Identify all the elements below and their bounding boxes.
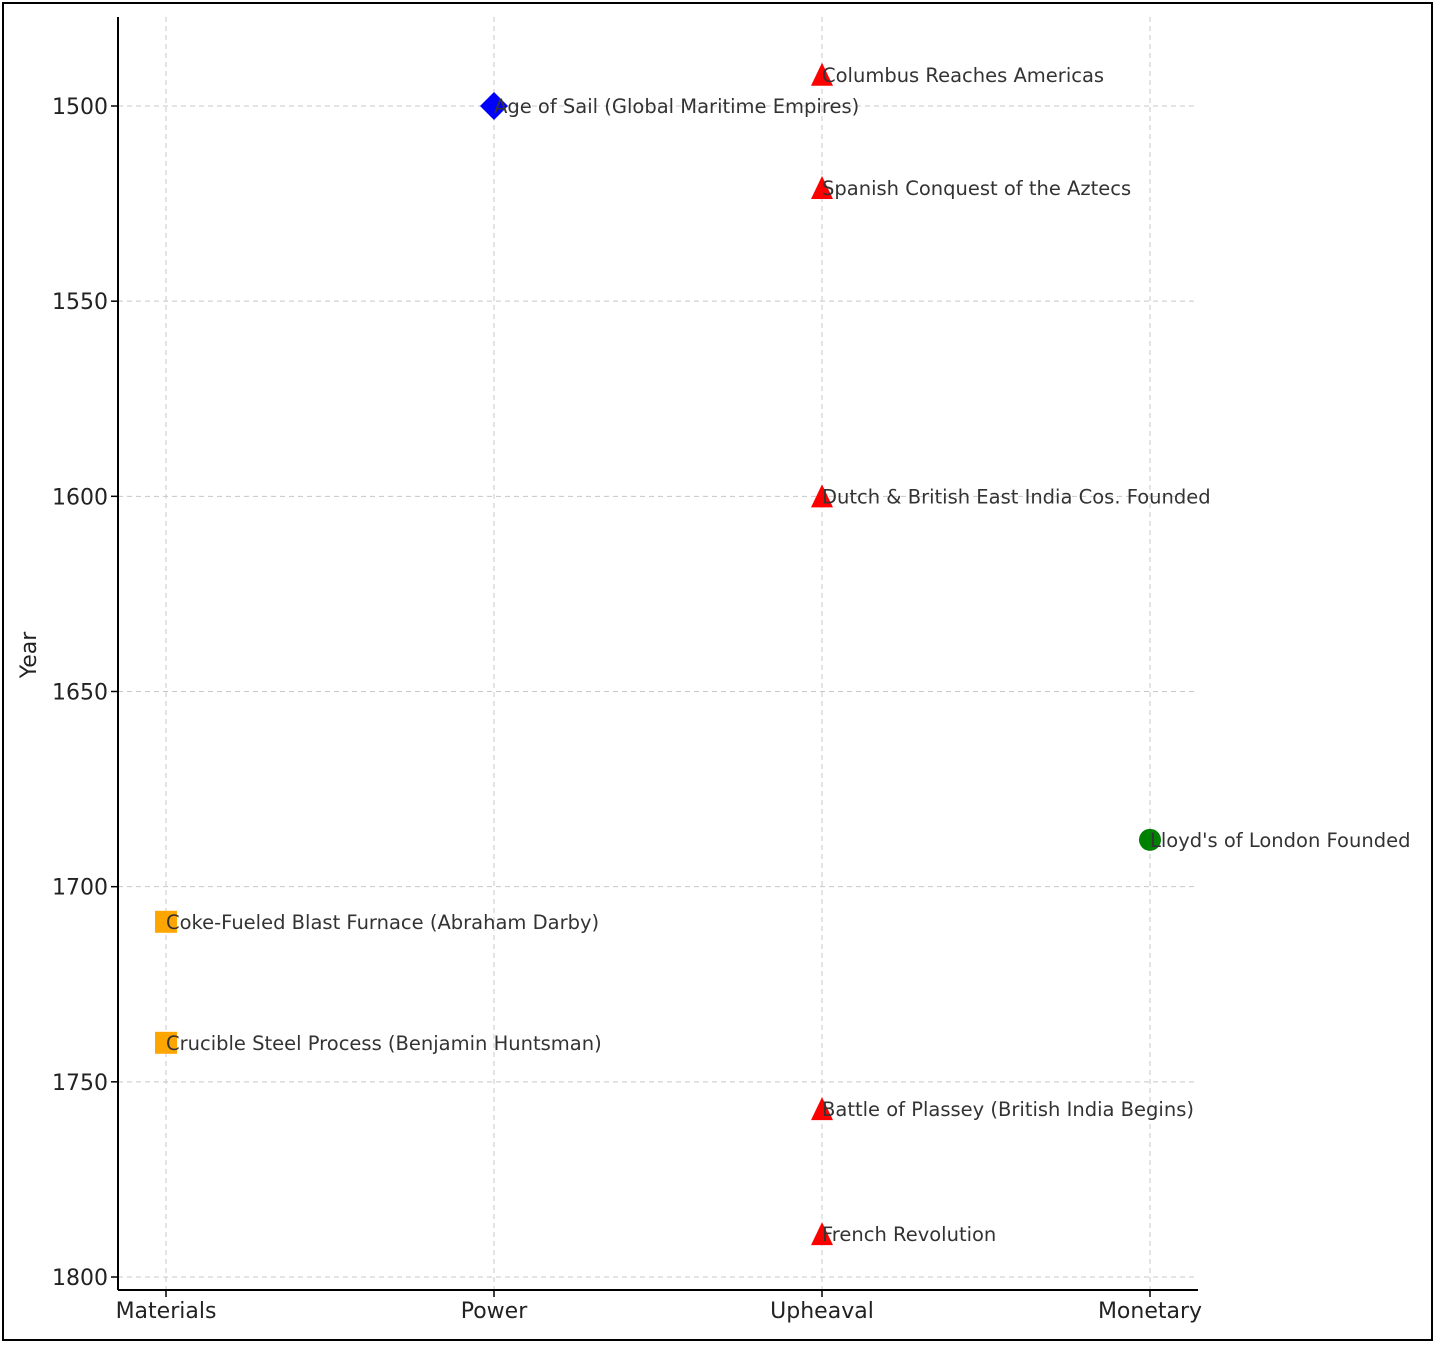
x-tick-label: Upheaval — [770, 1299, 874, 1324]
y-tick-label: 1800 — [52, 1266, 108, 1291]
event-label: Dutch & British East India Cos. Founded — [822, 485, 1211, 508]
event-label: Spanish Conquest of the Aztecs — [822, 177, 1131, 200]
marker-square — [155, 910, 177, 933]
x-tick-label: Materials — [116, 1299, 217, 1324]
event-label: French Revolution — [822, 1223, 996, 1246]
event-label: Crucible Steel Process (Benjamin Huntsma… — [166, 1032, 602, 1055]
y-tick-label: 1550 — [52, 290, 108, 315]
grid-layer — [118, 17, 1198, 1290]
y-tick-label: 1650 — [52, 681, 108, 706]
y-axis-label: Year — [17, 631, 42, 680]
event-label: Age of Sail (Global Maritime Empires) — [494, 95, 859, 118]
y-tick-label: 1700 — [52, 876, 108, 901]
marker-square — [155, 1031, 177, 1054]
x-tick-label: Power — [461, 1299, 528, 1324]
marker-triangle — [811, 62, 833, 86]
event-label: Coke-Fueled Blast Furnace (Abraham Darby… — [166, 911, 599, 934]
event-label: Battle of Plassey (British India Begins) — [822, 1098, 1194, 1121]
marker-circle — [1139, 828, 1161, 851]
points-layer: Columbus Reaches Americas Age of Sail (Gl… — [155, 62, 1410, 1246]
event-label: Lloyd's of London Founded — [1150, 829, 1410, 852]
x-tick-label: Monetary — [1098, 1299, 1202, 1324]
marker-triangle — [811, 1097, 833, 1121]
y-tick-label: 1600 — [52, 485, 108, 510]
y-tick-label: 1500 — [52, 95, 108, 120]
event-label: Columbus Reaches Americas — [822, 64, 1104, 87]
y-tick-label: 1750 — [52, 1071, 108, 1096]
marker-triangle — [811, 1222, 833, 1246]
marker-triangle — [811, 175, 833, 199]
axes-layer: 1500 1550 1600 1650 1700 1750 1800 Materials Pow… — [52, 17, 1202, 1324]
marker-diamond — [480, 92, 508, 120]
marker-triangle — [811, 484, 833, 508]
